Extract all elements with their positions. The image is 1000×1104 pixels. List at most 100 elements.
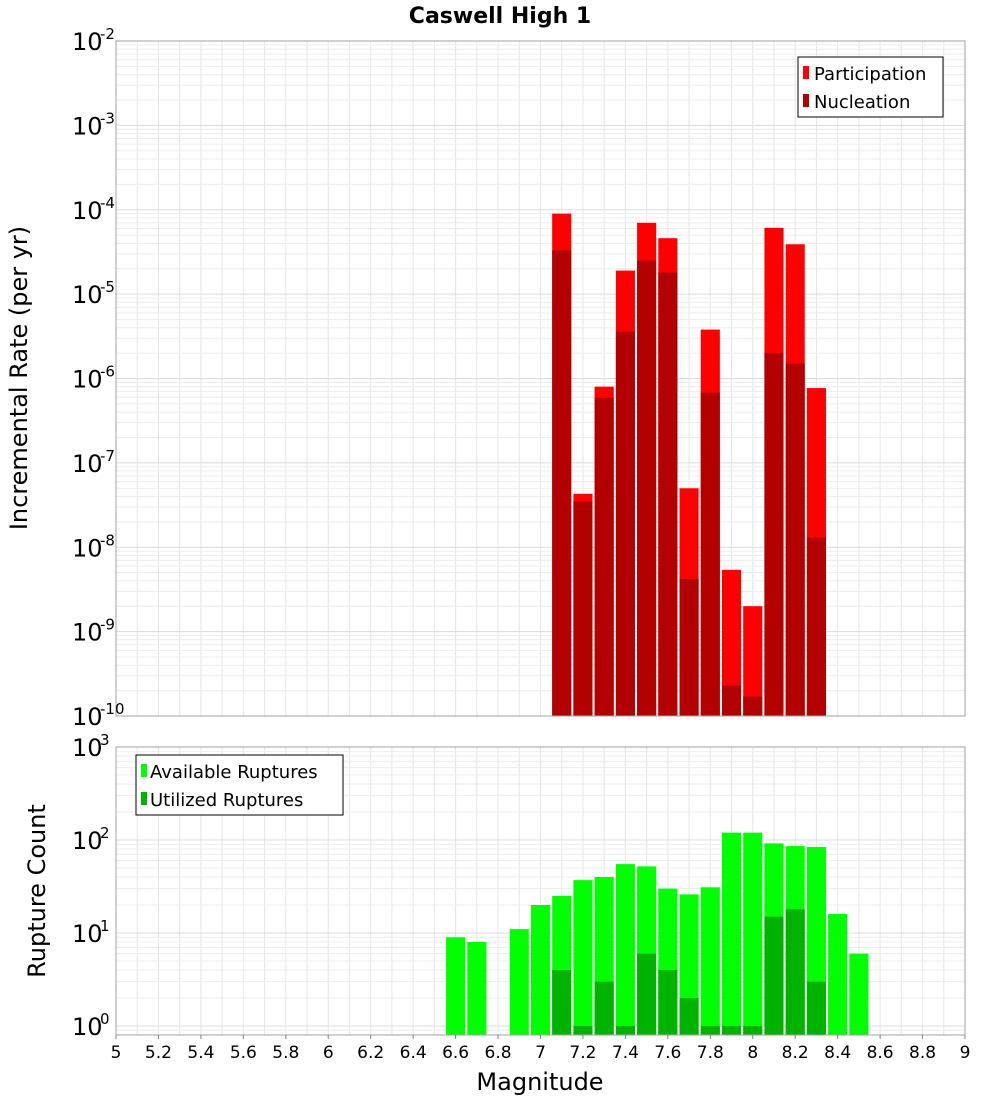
top-ytick-exponent: -4 [100, 194, 115, 212]
top-ytick-exponent: -5 [100, 278, 115, 296]
bottom-bar-s1 [828, 914, 848, 1035]
top-ytick-label: 10 [72, 112, 103, 140]
x-tick-label: 6.8 [485, 1043, 512, 1063]
tick-labels: 10-210-310-410-510-610-710-810-910-10103… [72, 25, 970, 1063]
gridlines [115, 40, 966, 1036]
top-bar-s2 [637, 260, 657, 716]
x-tick-label: 7.6 [654, 1043, 681, 1063]
legend-swatch-utilized [141, 792, 147, 805]
x-tick-label: 8.8 [909, 1043, 936, 1063]
top-plot-frame [115, 40, 966, 717]
top-ytick-label: 10 [72, 28, 103, 56]
bottom-bar-s1 [573, 880, 593, 1035]
bottom-ytick-label: 10 [72, 920, 103, 948]
bottom-bar-s1 [446, 937, 466, 1035]
bottom-ytick-exponent: 0 [100, 1010, 110, 1028]
top-bar-s2 [743, 696, 763, 716]
x-tick-label: 8.4 [824, 1043, 851, 1063]
top-ytick-label: 10 [72, 197, 103, 225]
legend-swatch-nucleation [803, 94, 809, 107]
bottom-bar-s1 [849, 953, 869, 1035]
bottom-bar-s2 [764, 916, 784, 1035]
top-bar-s2 [658, 272, 678, 716]
bottom-y-axis-label: Rupture Count [23, 804, 51, 978]
x-tick-label: 6 [323, 1043, 334, 1063]
bottom-bar-s2 [615, 1025, 635, 1035]
bottom-legend: Available Ruptures Utilized Ruptures [135, 754, 344, 816]
legend-label-utilized-ruptures: Utilized Ruptures [150, 790, 303, 811]
bottom-bar-s1 [509, 929, 529, 1035]
bottom-ytick-label: 10 [72, 1013, 103, 1041]
bottom-bar-s1 [700, 887, 720, 1035]
top-bar-s2 [700, 392, 720, 716]
x-tick-label: 6.6 [442, 1043, 469, 1063]
top-bar-s2 [573, 501, 593, 716]
legend-swatch-participation [803, 66, 809, 79]
x-tick-label: 7 [535, 1043, 546, 1063]
top-ytick-label: 10 [72, 450, 103, 478]
legend-label-participation: Participation [814, 64, 926, 85]
x-tick-label: 5.8 [272, 1043, 299, 1063]
top-bar-s2 [806, 537, 826, 716]
bottom-bar-s2 [637, 953, 657, 1035]
bottom-bar-s2 [743, 1025, 763, 1035]
bottom-bar-s1 [743, 832, 763, 1035]
top-bar-s1 [721, 569, 742, 716]
bottom-bar-s1 [615, 864, 635, 1035]
x-tick-label: 7.2 [569, 1043, 596, 1063]
legend-swatch-available [141, 764, 147, 777]
chart-title: Caswell High 1 [409, 4, 591, 29]
top-bar-s1 [743, 606, 763, 716]
x-tick-label: 7.8 [697, 1043, 724, 1063]
top-bar-s2 [785, 363, 805, 716]
bottom-legend-box [135, 754, 344, 816]
x-tick-label: 6.4 [400, 1043, 427, 1063]
bottom-bar-s2 [806, 981, 826, 1035]
bottom-ytick-label: 10 [72, 827, 103, 855]
bottom-bar-s2 [552, 969, 572, 1035]
x-tick-label: 8.2 [782, 1043, 809, 1063]
top-ytick-label: 10 [72, 534, 103, 562]
legend-label-nucleation: Nucleation [814, 92, 910, 113]
bottom-bar-s1 [467, 942, 487, 1035]
bottom-ytick-exponent: 1 [100, 917, 110, 935]
bottom-bar-s2 [785, 909, 805, 1035]
top-bar-s2 [615, 331, 635, 716]
bottom-bar-s2 [594, 981, 614, 1035]
bottom-bar-s2 [658, 969, 678, 1035]
top-y-axis-label: Incremental Rate (per yr) [5, 226, 33, 530]
bottom-ytick-exponent: 2 [100, 824, 110, 842]
top-ytick-exponent: -9 [100, 616, 115, 634]
bottom-ytick-exponent: 3 [100, 731, 110, 749]
x-tick-label: 9 [960, 1043, 971, 1063]
top-ytick-exponent: -10 [100, 700, 125, 718]
top-bar-s2 [679, 579, 699, 716]
x-tick-label: 8 [747, 1043, 758, 1063]
x-tick-label: 5.6 [230, 1043, 257, 1063]
top-legend: Participation Nucleation [797, 56, 944, 118]
x-tick-label: 6.2 [357, 1043, 384, 1063]
x-tick-label: 7.4 [612, 1043, 639, 1063]
top-ytick-exponent: -6 [100, 363, 115, 381]
top-ytick-label: 10 [72, 619, 103, 647]
bottom-bar-s2 [721, 1025, 742, 1035]
bottom-ytick-label: 10 [72, 734, 103, 762]
x-axis-label: Magnitude [476, 1068, 603, 1096]
x-tick-label: 5.4 [187, 1043, 214, 1063]
bottom-bar-s1 [721, 832, 742, 1035]
top-ytick-label: 10 [72, 281, 103, 309]
top-bar-s2 [721, 685, 742, 716]
top-bar-s2 [764, 353, 784, 716]
x-tick-label: 5.2 [145, 1043, 172, 1063]
bottom-bar-s2 [573, 1025, 593, 1035]
bottom-bar-s2 [700, 1025, 720, 1035]
top-legend-box [797, 56, 944, 118]
bottom-bar-s2 [679, 997, 699, 1035]
legend-label-available-ruptures: Available Ruptures [150, 762, 318, 783]
top-ytick-exponent: -7 [100, 447, 115, 465]
x-tick-label: 8.6 [867, 1043, 894, 1063]
top-ytick-label: 10 [72, 703, 103, 731]
top-bar-s2 [594, 397, 614, 716]
